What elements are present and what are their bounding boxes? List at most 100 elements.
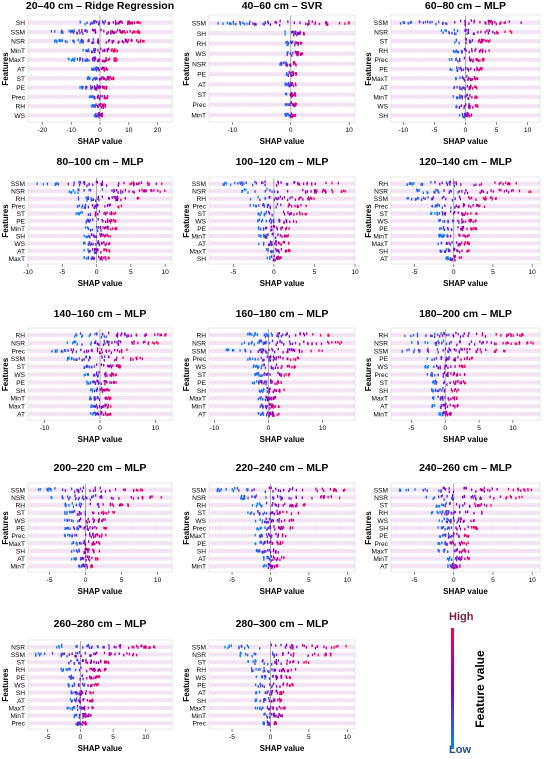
shap-point bbox=[263, 213, 265, 217]
x-axis-title: SHAP value bbox=[260, 137, 305, 146]
shap-point bbox=[285, 82, 287, 86]
shap-point bbox=[335, 645, 337, 648]
shap-point bbox=[463, 77, 465, 80]
shap-point bbox=[72, 189, 74, 192]
shap-point bbox=[112, 190, 115, 194]
shap-point bbox=[78, 357, 80, 360]
shap-point bbox=[306, 182, 308, 186]
shap-point bbox=[266, 355, 268, 358]
shap-point bbox=[305, 645, 308, 649]
shap-point bbox=[439, 233, 441, 237]
shap-point bbox=[335, 489, 337, 493]
shap-point bbox=[295, 52, 298, 56]
shap-point bbox=[84, 543, 87, 547]
shap-point bbox=[272, 674, 275, 678]
shap-point bbox=[291, 342, 293, 346]
shap-point bbox=[448, 333, 450, 337]
shap-point bbox=[216, 488, 219, 491]
shap-point bbox=[54, 487, 56, 490]
shap-point bbox=[289, 645, 291, 649]
shap-point bbox=[157, 189, 159, 192]
shap-point bbox=[279, 340, 281, 344]
shap-point bbox=[272, 502, 274, 505]
shap-point bbox=[442, 387, 444, 390]
shap-point bbox=[274, 644, 277, 647]
shap-point bbox=[108, 340, 110, 344]
shap-point bbox=[248, 342, 250, 345]
shap-point bbox=[451, 534, 453, 538]
shap-point bbox=[445, 197, 447, 201]
shap-point bbox=[224, 181, 226, 185]
shap-point bbox=[74, 335, 76, 338]
shap-point bbox=[451, 198, 454, 202]
shap-point bbox=[289, 220, 291, 224]
shap-point bbox=[278, 713, 280, 717]
x-tick-label: 0 bbox=[464, 127, 468, 134]
shap-point bbox=[462, 380, 465, 383]
shap-point bbox=[255, 652, 257, 656]
shap-point bbox=[107, 405, 109, 409]
shap-point bbox=[324, 190, 327, 194]
shap-point bbox=[105, 403, 107, 407]
shap-point bbox=[269, 373, 271, 376]
shap-point bbox=[266, 535, 269, 539]
shap-point bbox=[265, 404, 267, 408]
shap-point bbox=[62, 652, 64, 656]
shap-point bbox=[265, 550, 267, 553]
shap-panel-4: 100–120 cm – MLPSSMNSRRHPrecSTWSPEMinTAT… bbox=[182, 156, 359, 288]
shap-point bbox=[461, 495, 464, 499]
shap-point bbox=[268, 696, 270, 700]
x-axis-title: SHAP value bbox=[78, 137, 123, 146]
shap-point bbox=[438, 227, 441, 231]
shap-point bbox=[431, 396, 434, 399]
shap-point bbox=[287, 348, 289, 351]
shap-point bbox=[283, 241, 286, 244]
shap-point bbox=[115, 381, 117, 384]
shap-point bbox=[308, 198, 310, 201]
shap-point bbox=[222, 22, 224, 25]
shap-point bbox=[446, 411, 448, 415]
shap-point bbox=[471, 356, 473, 360]
shap-point bbox=[247, 645, 250, 649]
shap-point bbox=[106, 220, 109, 223]
shap-point bbox=[280, 374, 282, 378]
shap-point bbox=[260, 366, 262, 370]
shap-point bbox=[64, 489, 67, 492]
shap-point bbox=[487, 32, 489, 35]
shap-point bbox=[452, 95, 454, 98]
feature-label: NSR bbox=[11, 340, 25, 347]
shap-point bbox=[103, 86, 106, 89]
shap-point bbox=[78, 721, 80, 725]
shap-point bbox=[267, 247, 269, 251]
shap-point bbox=[251, 489, 253, 492]
shap-point bbox=[438, 204, 441, 207]
shap-point bbox=[440, 404, 442, 407]
feature-label: MaxT bbox=[9, 256, 25, 263]
shap-point bbox=[441, 494, 443, 497]
shap-point bbox=[289, 63, 291, 67]
shap-point bbox=[263, 235, 265, 239]
shap-point bbox=[286, 669, 289, 672]
shap-point bbox=[101, 114, 103, 118]
shap-point bbox=[66, 510, 68, 514]
shap-point bbox=[138, 31, 140, 34]
shap-point bbox=[93, 669, 96, 673]
shap-point bbox=[271, 511, 273, 515]
shap-point bbox=[268, 348, 270, 352]
shap-point bbox=[269, 517, 271, 521]
shap-point bbox=[98, 58, 100, 62]
shap-point bbox=[285, 92, 287, 96]
shap-point bbox=[95, 526, 98, 530]
shap-point bbox=[461, 549, 463, 553]
shap-point bbox=[70, 674, 73, 678]
x-tick-label: 10 bbox=[161, 269, 169, 276]
shap-point bbox=[323, 189, 326, 193]
shap-point bbox=[96, 229, 99, 233]
shap-point bbox=[112, 510, 114, 514]
shap-point bbox=[286, 357, 288, 361]
shap-point bbox=[297, 511, 300, 515]
shap-point bbox=[241, 181, 243, 184]
shap-point bbox=[284, 707, 286, 710]
shap-point bbox=[97, 226, 100, 229]
shap-point bbox=[459, 527, 462, 531]
